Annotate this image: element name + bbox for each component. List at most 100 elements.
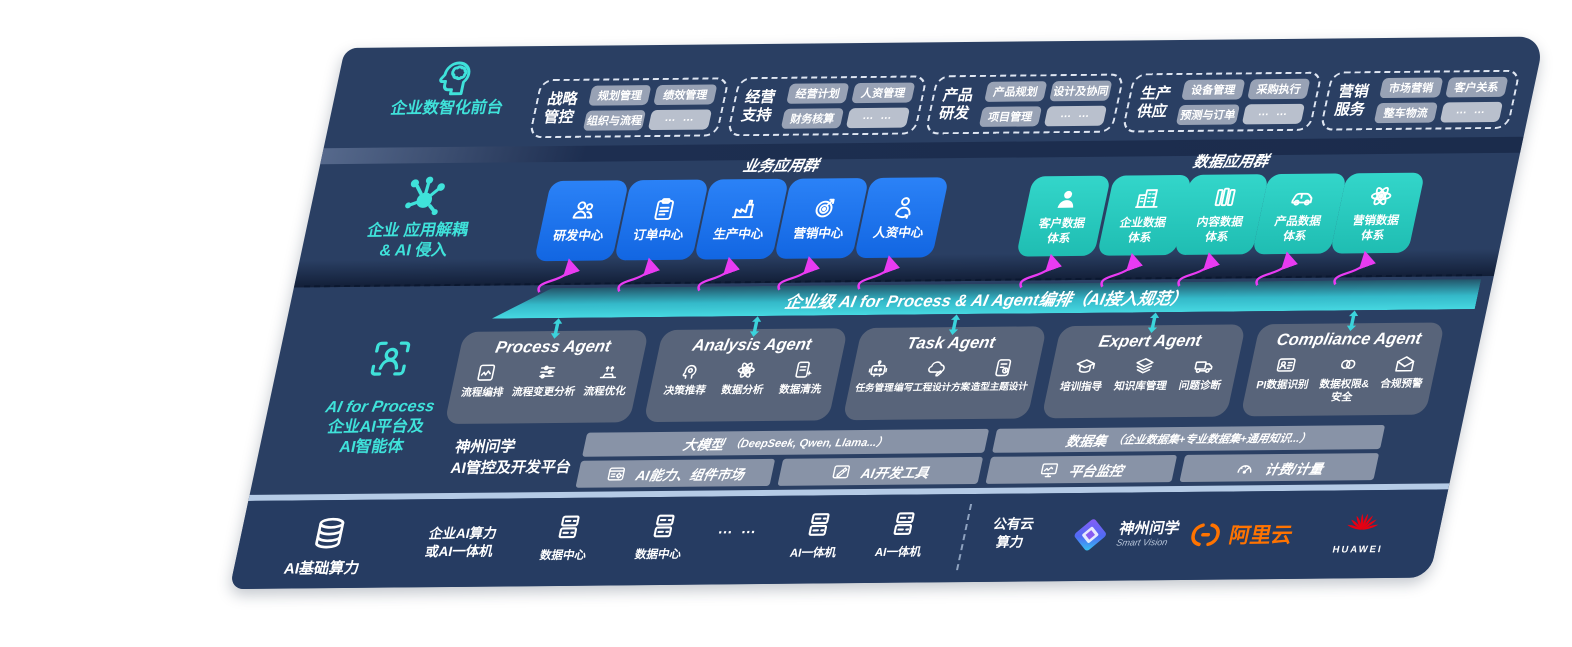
billing-metering-bar: 计费/计量: [1179, 453, 1380, 483]
dataset-bar-detail: （企业数据集+专业数据集+通用知识...）: [1111, 432, 1312, 447]
node-label: 数据中心: [538, 549, 588, 563]
szwx-name: 神州问学: [1117, 519, 1182, 538]
chip-ellipsis: … …: [1043, 105, 1108, 127]
group-strategy: 战略管控 规划管理 绩效管理 组织与流程 … …: [528, 77, 730, 139]
szwx-diamond-icon: [1066, 515, 1115, 555]
agent-item-label: 流程编排: [460, 386, 505, 399]
ai-layer-label-line2: 企业AI平台及: [325, 418, 426, 437]
task-agent-box: Task Agent 任务管理 编写工程设计方案 造型主题设计: [842, 326, 1047, 421]
chip: 组织与流程: [582, 110, 647, 131]
orchestration-bar-text: 企业级 AI for Process & AI Agent编排（AI接入规范）: [783, 289, 1190, 312]
group-production-supply: 生产供应 设备管理 采购执行 预测与订单 … …: [1121, 71, 1324, 133]
columns-icon: [1209, 185, 1241, 211]
platform-monitor-label: 平台监控: [1067, 463, 1125, 479]
app-card-label: 订单中心: [631, 227, 685, 243]
llm-bar-models: （DeepSeek, Qwen, Llama...）: [728, 436, 889, 451]
server-icon: [886, 508, 922, 538]
doc-wave-icon: [473, 362, 500, 384]
app-card-label: 人资中心: [871, 225, 925, 241]
data-card-label: 客户数据体系: [1037, 218, 1087, 245]
alicloud-bracket-icon: [1186, 519, 1225, 551]
group-title: 产品研发: [937, 86, 976, 122]
agent-item-label: 知识库管理: [1112, 380, 1168, 393]
huawei-name: HUAWEI: [1331, 544, 1384, 556]
infra-group-label: 企业AI算力 或AI一体机: [423, 525, 499, 562]
datacenter-node: 数据中心: [538, 512, 595, 564]
data-card-label: 内容数据体系: [1195, 216, 1245, 244]
target-icon: [807, 194, 840, 221]
analysis-agent-box: Analysis Agent 决策推荐 数据分析 数据清洗: [643, 328, 849, 423]
ai-appliance-node: AI一体机: [788, 509, 845, 561]
head-brain-icon: [428, 57, 479, 99]
robot-icon: [865, 358, 892, 380]
chip-ellipsis: … …: [1439, 101, 1504, 123]
mail-alert-icon: [1392, 353, 1419, 375]
szwx-logo: 神州问学 Smart Vision: [1066, 514, 1183, 555]
datacenter-node: 数据中心: [633, 511, 690, 563]
atom-icon: [733, 359, 760, 381]
public-cloud-line2: 算力: [994, 534, 1025, 551]
orchestration-bar: 企业级 AI for Process & AI Agent编排（AI接入规范）: [492, 279, 1481, 318]
data-apps-header: 数据应用群: [1191, 153, 1271, 171]
factory-icon: [727, 195, 760, 222]
conveyor-up-icon: [596, 360, 623, 382]
person-cycle-icon: [887, 194, 920, 221]
truck-diagnosis-icon: [1191, 355, 1218, 377]
agent-item-label: PI数据识别: [1255, 378, 1310, 392]
process-agent-box: Process Agent 流程编排 流程变更分析 流程优化: [444, 330, 650, 425]
chip: 经营计划: [785, 83, 850, 104]
data-card-label: 营销数据体系: [1351, 215, 1401, 242]
front-office-groups: 战略管控 规划管理 绩效管理 组织与流程 … … 经营支持 经营计划 人资管理 …: [528, 69, 1521, 139]
chip: 规划管理: [588, 85, 652, 106]
ai-layer-label-line3: AI智能体: [337, 438, 406, 457]
llm-bar-main: 大模型: [681, 437, 726, 453]
chip: 客户关系: [1444, 76, 1509, 98]
billing-metering-label: 计费/计量: [1263, 461, 1325, 477]
app-card-label: 生产中心: [711, 227, 765, 242]
chip: 人资管理: [851, 82, 916, 104]
ellipsis-nodes: … …: [716, 520, 761, 538]
app-card-label: 研发中心: [551, 228, 605, 244]
chip: 预测与订单: [1176, 104, 1240, 126]
agent-item-label: 流程变更分析: [510, 385, 577, 399]
chip: 市场营销: [1379, 77, 1443, 99]
building-icon: [1132, 185, 1164, 211]
infra-label-block: AI基础算力: [282, 514, 371, 579]
doc-clean-icon: [791, 358, 818, 380]
chip-ellipsis: … …: [1241, 103, 1306, 125]
app-card-hr-center: 人资中心: [853, 177, 950, 259]
chip: 设备管理: [1181, 79, 1246, 100]
group-product-rd: 产品研发 产品规划 设计及协同 项目管理 … …: [923, 73, 1126, 135]
agent-item-label: 培训指导: [1058, 380, 1104, 394]
group-title: 战略管控: [541, 90, 580, 126]
app-layer-label-line1: 企业 应用解耦: [365, 221, 470, 240]
vertical-dashed-divider: [956, 504, 973, 571]
agent-item-label: 决策推荐: [662, 384, 708, 397]
chip: 产品规划: [983, 81, 1048, 102]
cloud-pen-icon: [923, 357, 950, 379]
group-title: 经营支持: [739, 88, 778, 124]
szwx-subtitle: Smart Vision: [1115, 537, 1169, 548]
alicloud-logo: 阿里云: [1186, 518, 1296, 551]
head-gear-icon: [676, 360, 703, 382]
huawei-logo: HUAWEI: [1331, 506, 1391, 556]
expert-agent-box: Expert Agent 培训指导 知识库管理 问题诊断: [1041, 324, 1246, 419]
app-card-rd-center: 研发中心: [533, 180, 630, 262]
llm-bar: 大模型 （DeepSeek, Qwen, Llama...）: [582, 428, 990, 457]
server-icon: [646, 511, 682, 541]
chip: 设计及协同: [1049, 80, 1113, 102]
server-icon: [801, 509, 837, 539]
infra-group-line1: 企业AI算力: [427, 525, 499, 542]
agent-item-label: 编写工程设计方案: [892, 382, 972, 394]
app-card-label: 营销中心: [791, 226, 845, 241]
people-icon: [567, 197, 600, 224]
agent-item-label: 流程优化: [582, 385, 627, 398]
chip-ellipsis: … …: [845, 107, 910, 129]
graduation-icon: [1072, 356, 1099, 378]
data-card-label: 产品数据体系: [1273, 215, 1323, 243]
public-cloud-line1: 公有云: [991, 516, 1036, 532]
chip: 整车物流: [1373, 102, 1438, 124]
dataset-bar: 数据集 （企业数据集+专业数据集+通用知识...）: [992, 425, 1386, 453]
group-title: 营销服务: [1333, 82, 1371, 119]
